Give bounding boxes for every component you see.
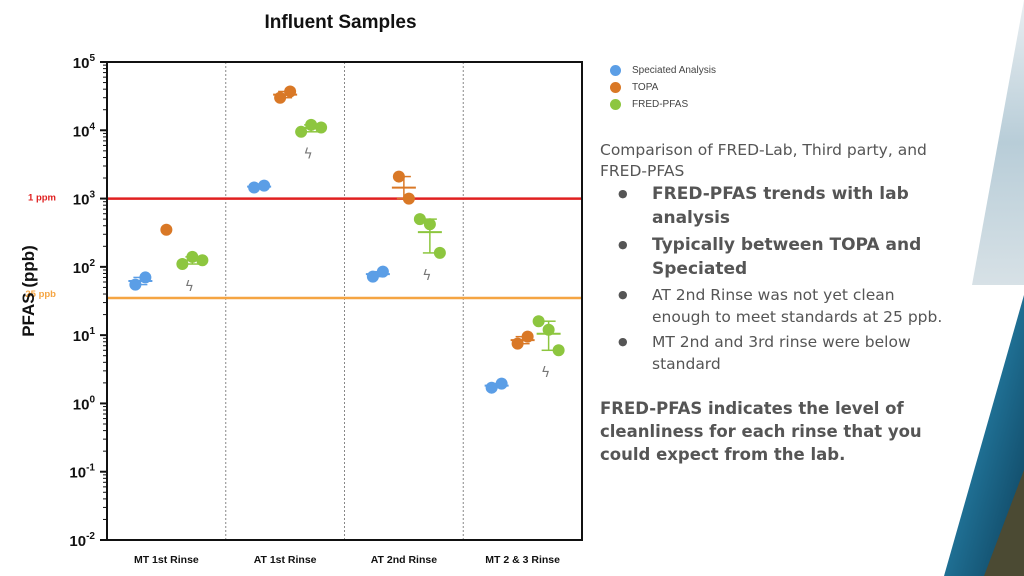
lightning-icon: ϟ <box>304 147 313 163</box>
data-point <box>392 170 405 183</box>
text-panel: Comparison of FRED-Lab, Third party, and… <box>600 140 950 466</box>
legend-entry: FRED-PFAS <box>610 96 716 113</box>
y-axis-label: PFAS (ppb) <box>19 245 38 337</box>
legend-entry: Speciated Analysis <box>610 62 716 79</box>
y-tick-label: 103 <box>73 190 96 209</box>
chart-title: Influent Samples <box>264 12 416 33</box>
legend-label: Speciated Analysis <box>632 65 716 76</box>
y-tick-label: 104 <box>73 121 96 140</box>
data-point <box>248 181 261 194</box>
data-point <box>376 265 389 278</box>
data-point <box>542 323 555 336</box>
data-group: ϟ <box>532 315 565 381</box>
data-point <box>423 218 436 231</box>
lightning-icon: ϟ <box>422 268 431 284</box>
y-tick-label: 105 <box>73 53 96 72</box>
legend-label: FRED-PFAS <box>632 99 689 110</box>
data-group <box>391 170 416 205</box>
data-point <box>305 118 318 131</box>
data-group: ϟ <box>295 118 328 163</box>
y-tick-label: 100 <box>73 394 96 413</box>
lightning-icon: ϟ <box>541 365 550 381</box>
data-group <box>484 377 509 394</box>
bullet-item: AT 2nd Rinse was not yet clean enough to… <box>618 284 950 328</box>
data-group <box>273 85 298 104</box>
data-point <box>511 337 524 350</box>
data-point <box>495 377 508 390</box>
data-group: ϟ <box>176 250 209 295</box>
data-point <box>196 254 209 267</box>
data-group <box>247 179 272 194</box>
data-point <box>532 315 545 328</box>
data-group <box>160 223 173 236</box>
y-tick-label: 101 <box>73 326 96 345</box>
data-point <box>176 258 189 271</box>
plot-frame <box>106 61 583 541</box>
data-point <box>485 381 498 394</box>
lightning-icon: ϟ <box>185 279 194 295</box>
x-tick-label: AT 1st Rinse <box>254 554 317 566</box>
data-point <box>433 246 446 259</box>
legend-swatch <box>610 65 621 76</box>
bullet-item: FRED-PFAS trends with lab analysis <box>618 182 950 230</box>
bullet-item: MT 2nd and 3rd rinse were below standard <box>618 331 950 375</box>
legend-label: TOPA <box>632 82 659 93</box>
bullet-item: Typically between TOPA and Speciated <box>618 233 950 281</box>
legend-swatch <box>610 82 621 93</box>
data-point <box>366 270 379 283</box>
data-group <box>128 271 153 291</box>
data-point <box>186 250 199 263</box>
x-tick-label: MT 1st Rinse <box>134 554 199 566</box>
data-group <box>365 265 390 283</box>
reference-line-label: 25 ppb <box>25 289 56 300</box>
data-point <box>402 192 415 205</box>
decorative-photo-strip <box>944 0 1024 576</box>
data-point <box>274 91 287 104</box>
data-point <box>258 179 271 192</box>
x-tick-label: AT 2nd Rinse <box>371 554 437 566</box>
data-point <box>295 125 308 138</box>
y-tick-label: 10-2 <box>69 531 95 550</box>
data-group <box>510 330 535 350</box>
data-point <box>139 271 152 284</box>
conclusion-text: FRED-PFAS indicates the level of cleanli… <box>600 399 922 464</box>
data-point <box>284 85 297 98</box>
data-point <box>413 213 426 226</box>
y-tick-label: 10-1 <box>69 463 95 482</box>
reference-line-label: 1 ppm <box>28 193 56 204</box>
data-point <box>129 278 142 291</box>
legend-entry: TOPA <box>610 79 716 96</box>
data-point <box>160 223 173 236</box>
data-point <box>315 121 328 134</box>
intro-text: Comparison of FRED-Lab, Third party, and… <box>600 141 927 180</box>
legend-swatch <box>610 99 621 110</box>
chart-legend: Speciated Analysis TOPA FRED-PFAS <box>610 62 716 113</box>
y-tick-label: 102 <box>73 258 96 277</box>
bullet-list: FRED-PFAS trends with lab analysis Typic… <box>600 182 950 375</box>
data-group: ϟ <box>413 213 446 284</box>
data-point <box>521 330 534 343</box>
x-tick-label: MT 2 & 3 Rinse <box>485 554 560 566</box>
data-point <box>552 344 565 357</box>
